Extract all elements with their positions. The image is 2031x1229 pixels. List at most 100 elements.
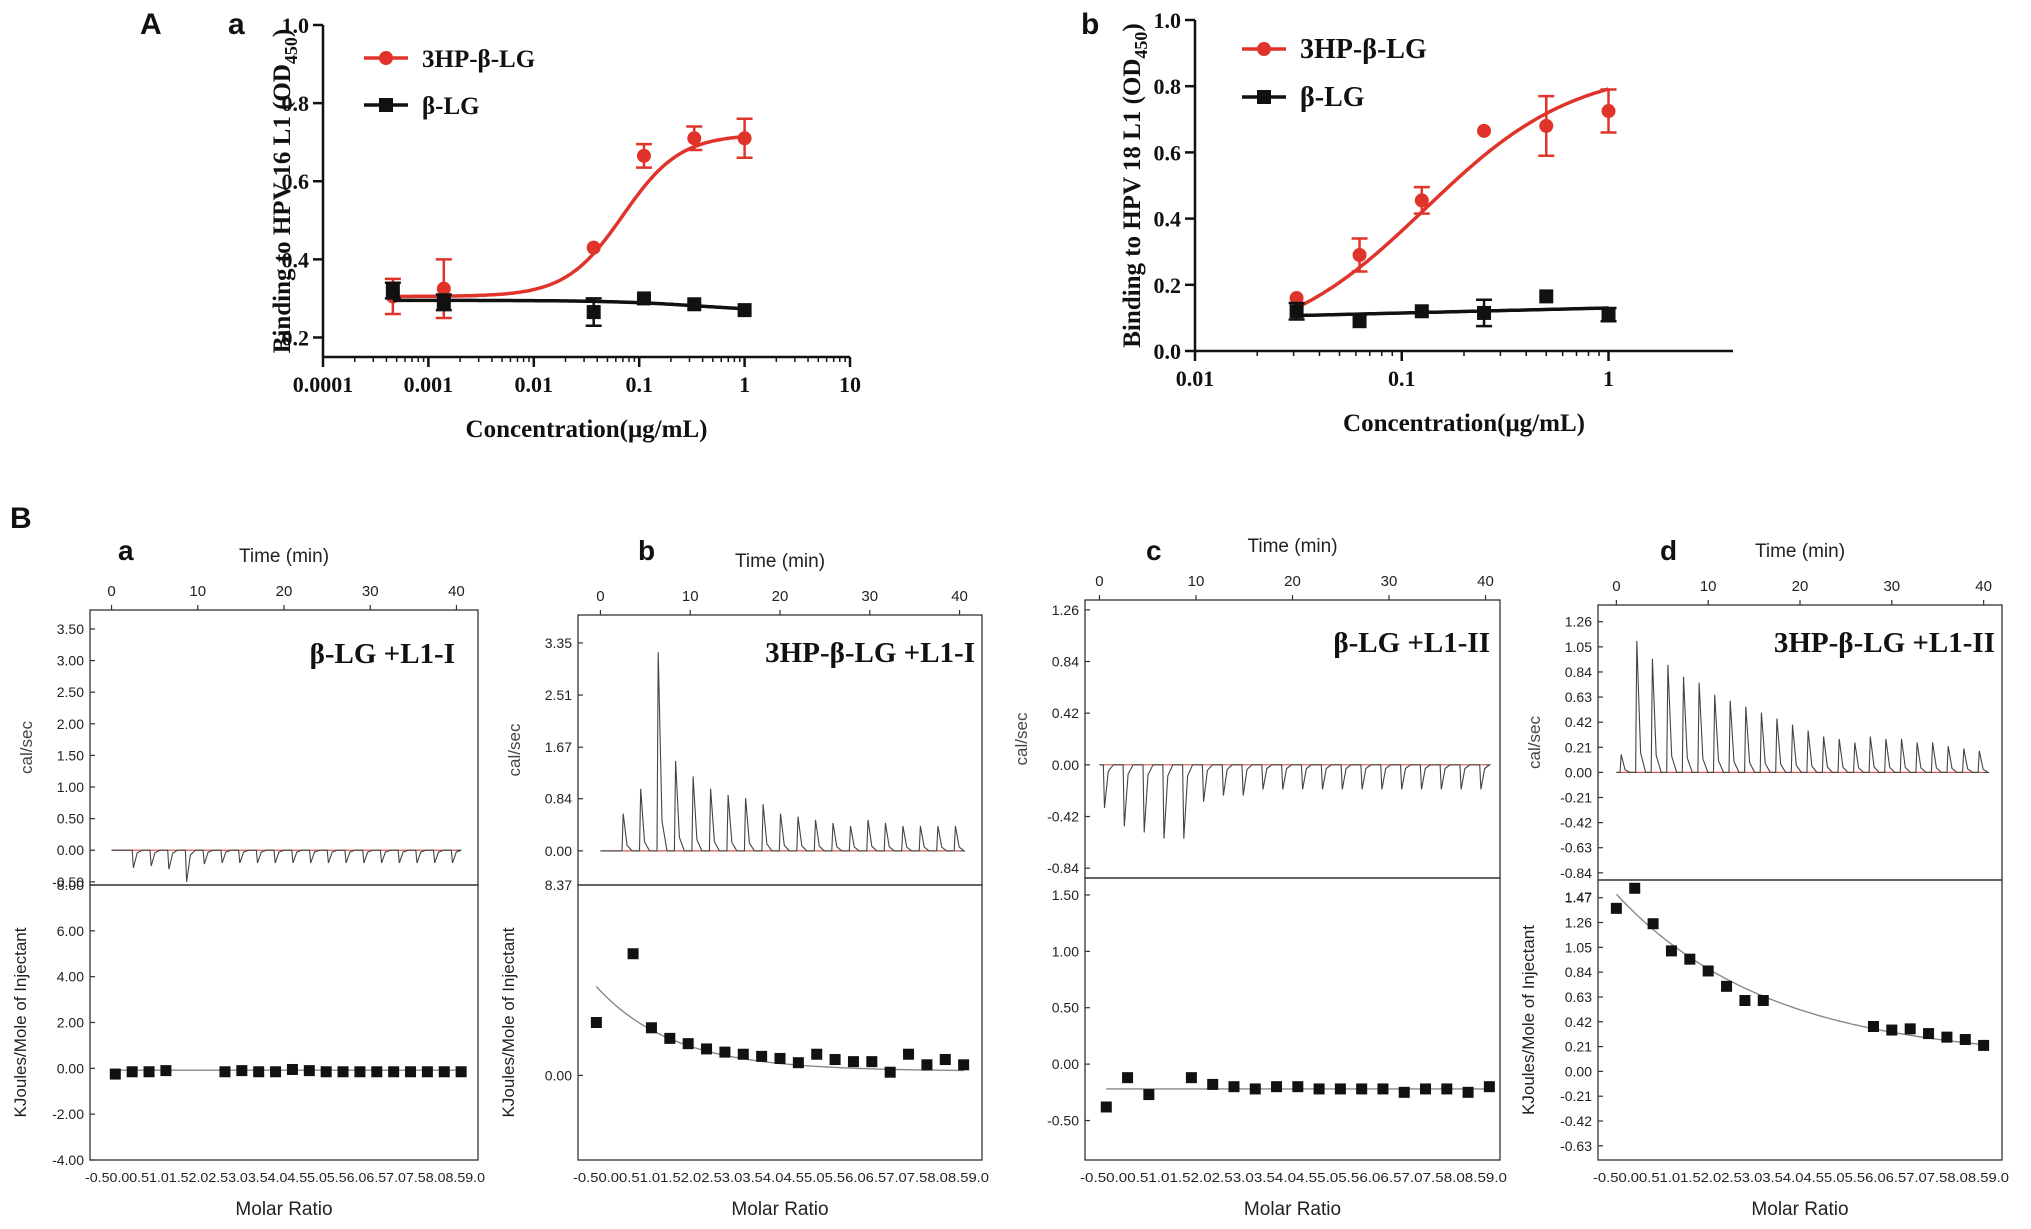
data-point bbox=[236, 1065, 248, 1077]
legend-entry: β-LG bbox=[1242, 82, 1365, 113]
time-tick-label: 30 bbox=[1883, 578, 1900, 595]
int-y-tick-label: -4.00 bbox=[52, 1152, 84, 1168]
time-tick-label: 20 bbox=[1792, 578, 1809, 595]
raw-y-axis-label: cal/sec bbox=[17, 721, 36, 774]
int-y-tick-label: 0.00 bbox=[1052, 1056, 1079, 1072]
raw-y-tick-label: 2.00 bbox=[57, 716, 84, 732]
data-point bbox=[421, 1066, 433, 1078]
legend-label: 3HP-β-LG bbox=[422, 46, 535, 73]
series-blg bbox=[1288, 289, 1617, 329]
raw-y-tick-label: 1.26 bbox=[1565, 614, 1592, 630]
molar-tick-labels: -0.50.00.51.01.52.02.53.03.54.04.55.05.5… bbox=[1593, 1170, 2009, 1185]
legend-label: β-LG bbox=[422, 93, 480, 120]
time-tick-label: 40 bbox=[1975, 578, 1992, 595]
time-tick-label: 10 bbox=[189, 583, 206, 600]
y-tick-label: 1.0 bbox=[282, 13, 310, 38]
int-y-tick-label: -0.21 bbox=[1560, 1088, 1592, 1104]
fit-curve bbox=[1295, 87, 1609, 310]
time-tick-label: 20 bbox=[1284, 573, 1301, 590]
legend-marker bbox=[379, 98, 393, 112]
itc-Bc: c Time (min) 0 10 20 30 40 -0.84 -0.42 0.00 0.42 0.… bbox=[1012, 535, 1507, 1220]
section-label-a: A bbox=[140, 8, 162, 41]
binding-fit-curve bbox=[1615, 893, 1984, 1046]
time-tick-label: 20 bbox=[276, 583, 293, 600]
data-point bbox=[1665, 945, 1677, 957]
data-point bbox=[1610, 902, 1622, 914]
data-point bbox=[866, 1056, 878, 1068]
x-tick-label: 0.1 bbox=[625, 372, 653, 397]
time-tick-label: 0 bbox=[596, 588, 604, 605]
data-point bbox=[586, 240, 601, 255]
data-point bbox=[1289, 291, 1304, 306]
data-point bbox=[126, 1066, 138, 1078]
y-tick-label: 0.8 bbox=[1154, 74, 1182, 99]
data-point bbox=[1122, 1072, 1134, 1084]
integrated-plot-frame bbox=[577, 884, 983, 1161]
itc-Bd: d Time (min) 0 10 20 30 40 -0.84 -0.63 -0.42 -0.21… bbox=[1519, 535, 2009, 1220]
data-point bbox=[921, 1059, 933, 1071]
raw-bottom-tick-label: 8.37 bbox=[545, 877, 572, 893]
y-tick-label: 0.2 bbox=[282, 325, 310, 350]
time-tick-label: 30 bbox=[1381, 573, 1398, 590]
data-point bbox=[1228, 1081, 1240, 1093]
raw-y-tick-label: 0.42 bbox=[1052, 705, 1079, 721]
int-y-tick-label: 0.00 bbox=[545, 1067, 572, 1083]
time-axis-label: Time (min) bbox=[1247, 536, 1337, 557]
molar-axis-label: Molar Ratio bbox=[731, 1199, 828, 1220]
raw-y-tick-label: 2.51 bbox=[545, 687, 572, 703]
raw-y-tick-label: 0.50 bbox=[57, 811, 84, 827]
int-y-tick-label: 0.42 bbox=[1565, 1014, 1592, 1030]
data-point bbox=[719, 1046, 731, 1058]
itc-Ba: a Time (min) 0 10 20 30 40 -0.50 0.00 0.50 1.00 1.5… bbox=[11, 535, 485, 1220]
chart-Aa: a 0.0001 0.001 0.01 0.1 1 10 0.2 0.4 0.6 0.8 1.0 Con… bbox=[228, 8, 861, 443]
raw-y-tick-label: 0.00 bbox=[1052, 757, 1079, 773]
int-y-tick-label: 0.63 bbox=[1565, 989, 1592, 1005]
raw-y-axis-label: cal/sec bbox=[505, 723, 524, 776]
time-axis-label: Time (min) bbox=[735, 551, 825, 572]
data-point bbox=[1941, 1031, 1953, 1043]
data-point bbox=[1271, 1081, 1283, 1093]
x-tick-label: 0.0001 bbox=[293, 372, 354, 397]
int-y-tick-label: 1.26 bbox=[1565, 915, 1592, 931]
y-tick-label: 0.6 bbox=[282, 169, 310, 194]
panel-label: d bbox=[1660, 535, 1677, 566]
int-y-tick-label: 0.00 bbox=[57, 1060, 84, 1076]
time-tick-label: 40 bbox=[951, 588, 968, 605]
y-axis-label-main: Binding to HPV 18 L1 (OD bbox=[1119, 59, 1146, 348]
raw-y-tick-label: 3.50 bbox=[57, 621, 84, 637]
molar-axis-label: Molar Ratio bbox=[235, 1199, 332, 1220]
time-tick-label: 40 bbox=[448, 583, 465, 600]
raw-y-tick-label: 0.21 bbox=[1565, 739, 1592, 755]
raw-y-tick-label: -0.84 bbox=[1560, 865, 1592, 881]
data-point bbox=[1292, 1081, 1304, 1093]
time-tick-label: 0 bbox=[1612, 578, 1620, 595]
data-point bbox=[1539, 118, 1554, 133]
int-y-tick-label: 1.05 bbox=[1565, 939, 1592, 955]
data-point bbox=[1647, 918, 1659, 930]
data-point bbox=[109, 1068, 121, 1080]
data-point bbox=[701, 1043, 713, 1055]
y-axis-label-subscript: 450 bbox=[1131, 32, 1151, 59]
y-axis-label-close: ) bbox=[1119, 23, 1146, 31]
data-point bbox=[687, 131, 702, 146]
raw-y-tick-label: 3.00 bbox=[57, 653, 84, 669]
time-tick-label: 30 bbox=[362, 583, 379, 600]
data-point bbox=[286, 1063, 298, 1075]
data-point bbox=[1702, 965, 1714, 977]
data-point bbox=[1185, 1072, 1197, 1084]
data-point bbox=[1398, 1086, 1410, 1098]
molar-axis-label: Molar Ratio bbox=[1751, 1199, 1848, 1220]
data-point bbox=[1352, 248, 1367, 263]
int-y-tick-label: 6.00 bbox=[57, 923, 84, 939]
itc-Bb: b Time (min) 0 10 20 30 40 0.00 0.84 1.67 2.51 3.35… bbox=[499, 535, 989, 1220]
legend-label: β-LG bbox=[1300, 82, 1365, 113]
time-tick-label: 0 bbox=[107, 583, 115, 600]
time-tick-label: 10 bbox=[1188, 573, 1205, 590]
x-tick-label: 1 bbox=[1603, 366, 1614, 391]
int-y-tick-label: 1.50 bbox=[1052, 887, 1079, 903]
data-point bbox=[756, 1050, 768, 1062]
raw-y-tick-label: -0.84 bbox=[1047, 860, 1079, 876]
raw-thermogram bbox=[1099, 764, 1492, 839]
panel-label: a bbox=[228, 8, 245, 41]
raw-y-tick-label: 1.26 bbox=[1052, 602, 1079, 618]
